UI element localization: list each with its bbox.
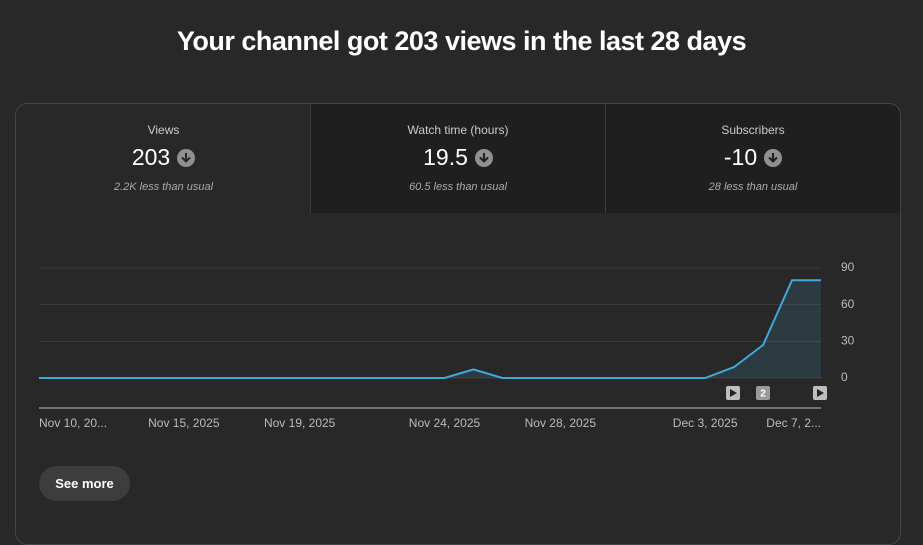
y-tick-label: 30 <box>841 334 855 348</box>
tab-note: 28 less than usual <box>708 181 798 193</box>
tab-label: Views <box>147 123 180 137</box>
tab[interactable]: Subscribers -10 28 less than usual <box>605 104 900 213</box>
x-tick-label: Nov 24, 2025 <box>409 416 481 430</box>
x-tick-label: Nov 10, 20... <box>39 416 107 430</box>
down-icon <box>764 148 783 167</box>
y-tick-label: 60 <box>841 297 855 311</box>
y-tick-label: 0 <box>841 370 848 384</box>
tab-value: -10 <box>723 144 758 170</box>
play-icon <box>730 389 737 397</box>
area-fill <box>39 280 821 378</box>
tab-value: 203 <box>131 144 171 170</box>
page: Your channel got 203 views in the last 2… <box>15 26 901 545</box>
x-tick-label: Dec 7, 2... <box>766 416 821 430</box>
card: Views 203 2.2K less than usual Watch tim… <box>15 103 901 545</box>
see-more-button[interactable]: See more <box>39 466 130 501</box>
x-tick-label: Nov 15, 2025 <box>148 416 220 430</box>
event-marker <box>756 386 770 400</box>
tab-note: 60.5 less than usual <box>409 181 507 193</box>
down-icon <box>474 148 493 167</box>
tab[interactable]: Watch time (hours) 19.5 60.5 less than u… <box>310 104 605 213</box>
tab-value: 19.5 <box>423 144 468 170</box>
x-tick-label: Nov 28, 2025 <box>525 416 597 430</box>
x-tick-label: Nov 19, 2025 <box>264 416 336 430</box>
down-icon <box>177 148 196 167</box>
x-tick-label: Dec 3, 2025 <box>673 416 738 430</box>
line <box>39 279 821 379</box>
tab-label: Subscribers <box>721 123 785 137</box>
event-count: 2 <box>760 389 766 400</box>
play-icon <box>817 389 824 397</box>
chart: 0 30 60 90 Nov 10, 20... Nov 15, 2025 Nov 19, … <box>39 260 855 430</box>
page-title: Your channel got 203 views in the last 2… <box>176 26 747 56</box>
tab-note: 2.2K less than usual <box>113 181 214 193</box>
y-tick-label: 90 <box>841 260 855 274</box>
tab-label: Watch time (hours) <box>407 123 509 137</box>
tab[interactable]: Views 203 2.2K less than usual <box>16 104 311 213</box>
